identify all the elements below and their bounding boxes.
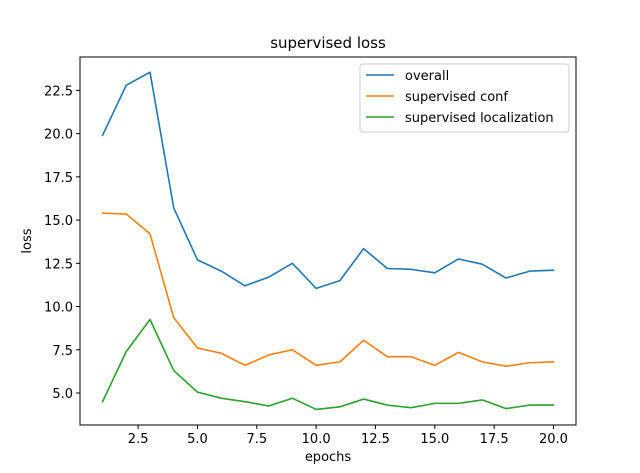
legend: overall supervised conf supervised local…	[359, 63, 570, 133]
series-layer	[101, 71, 555, 411]
x-axis-label: epochs	[305, 450, 352, 465]
x-tick-label: 15.0	[420, 432, 449, 447]
legend-label-supervised-conf: supervised conf	[405, 90, 508, 105]
y-tick-label: 15.0	[44, 214, 73, 229]
x-tick-label: 2.5	[128, 432, 149, 447]
y-tick-label: 17.5	[44, 171, 73, 186]
x-tick-label: 7.5	[246, 432, 267, 447]
series-line-supervised-conf	[101, 212, 555, 368]
y-tick-label: 5.0	[52, 387, 73, 402]
y-tick-label: 20.0	[44, 128, 73, 143]
chart-title: supervised loss	[270, 34, 386, 52]
tick-layer: 2.5 5.0 7.5 10.0 12.5 15.0 17.5 20.0 5.0 7.5 10.0 1…	[44, 84, 568, 447]
x-tick-label: 12.5	[361, 432, 390, 447]
legend-label-overall: overall	[405, 69, 449, 84]
x-tick-label: 5.0	[187, 432, 208, 447]
series-line-overall	[101, 71, 555, 290]
x-tick-label: 20.0	[539, 432, 568, 447]
y-tick-label: 12.5	[44, 257, 73, 272]
y-axis-label: loss	[20, 228, 35, 253]
legend-label-supervised-localization: supervised localization	[405, 111, 554, 126]
x-tick-label: 17.5	[480, 432, 509, 447]
y-tick-label: 22.5	[44, 84, 73, 99]
legend-box	[359, 63, 570, 133]
plot-frame	[79, 56, 577, 426]
x-tick-label: 10.0	[302, 432, 331, 447]
y-tick-label: 7.5	[52, 344, 73, 359]
series-line-supervised-localization	[101, 318, 555, 411]
y-tick-label: 10.0	[44, 301, 73, 316]
